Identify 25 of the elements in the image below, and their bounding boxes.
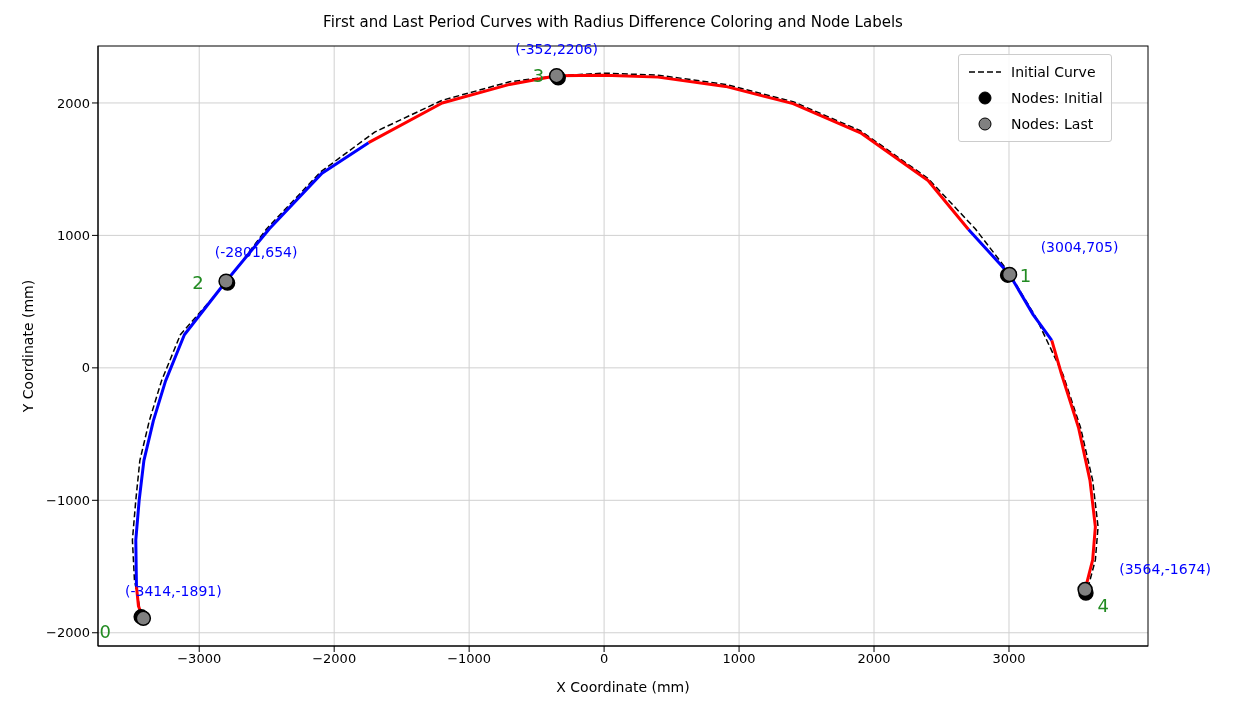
legend-label: Initial Curve xyxy=(1011,64,1096,80)
y-tick-label: −1000 xyxy=(46,492,90,508)
chart-title: First and Last Period Curves with Radius Difference Coloring and Node Labels xyxy=(322,12,904,33)
annotation: 0 xyxy=(99,621,112,643)
annotation: 1 xyxy=(1019,265,1032,287)
annotation: 4 xyxy=(1097,594,1109,616)
legend-label: Nodes: Initial xyxy=(1011,90,1103,106)
x-tick-label: 2000 xyxy=(857,651,891,667)
x-tick-label: −1000 xyxy=(447,651,492,667)
x-tick-label: 0 xyxy=(599,651,609,667)
annotation: (3564,-1674) xyxy=(1119,560,1211,577)
legend-label: Nodes: Last xyxy=(1011,116,1094,132)
y-tick-label: 1000 xyxy=(56,228,90,244)
y-tick-label: 2000 xyxy=(56,95,90,111)
x-tick-label: 1000 xyxy=(722,651,756,667)
annotation: (-352,2206) xyxy=(515,40,598,57)
annotation: 2 xyxy=(192,272,204,294)
y-tick-label: 0 xyxy=(81,360,90,376)
x-axis-title: X Coordinate (mm) xyxy=(556,679,690,695)
y-tick-label: −2000 xyxy=(46,625,90,641)
x-tick-label: −2000 xyxy=(312,651,357,667)
y-axis-title: Y Coordinate (mm) xyxy=(19,279,36,414)
x-tick-label: −3000 xyxy=(177,651,222,667)
annotation: (3004,705) xyxy=(1040,239,1119,256)
x-tick-label: 3000 xyxy=(992,651,1026,667)
